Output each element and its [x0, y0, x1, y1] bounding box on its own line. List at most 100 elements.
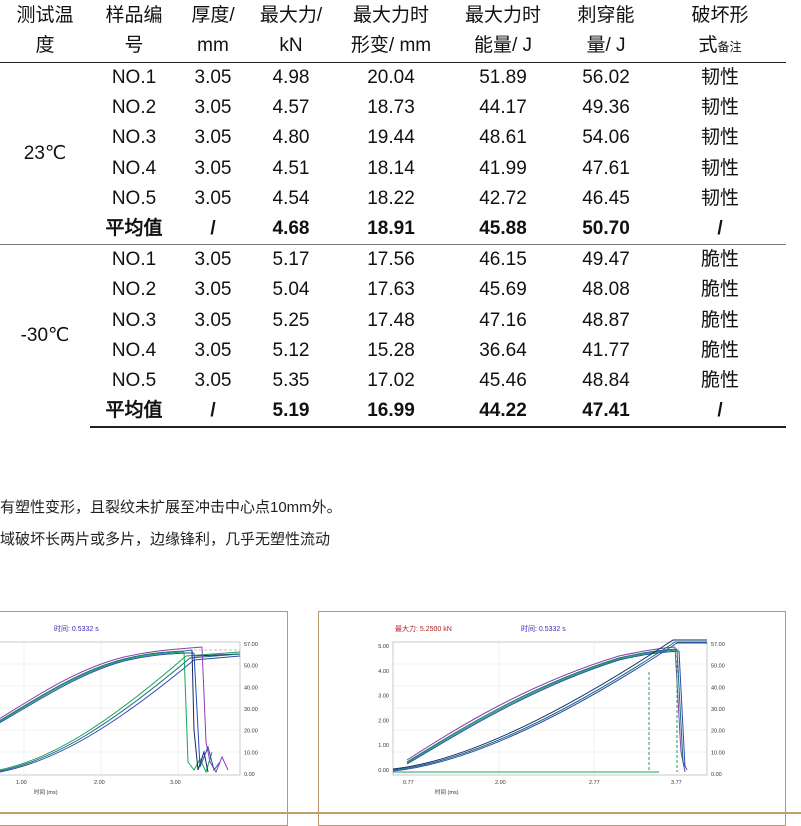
cell-failure-mode: 韧性	[700, 187, 739, 209]
cell-deformation: 17.56	[334, 244, 448, 276]
header-max-force: 最大力/kN	[248, 0, 334, 63]
cell-deformation: 17.63	[367, 279, 415, 301]
axis-tick-label: 2.77	[589, 780, 600, 786]
cell-energy-at-max: 41.99	[479, 157, 527, 179]
cell-thickness: 3.05	[194, 67, 232, 89]
notes-section: 有塑性变形，且裂纹未扩展至冲击中心点10mm外。 域破坏长两片或多片，边缘锋利，…	[0, 492, 790, 556]
cell-energy-at-max: 44.17	[479, 97, 527, 119]
impact-curve-graph-right: 最大力: 5.2500 kN 时间: 0.5332 s 5.00 4.00 3.00	[318, 611, 786, 826]
axis-tick-label: 57.00	[711, 642, 725, 648]
cell-failure-mode: 脆性	[700, 369, 739, 391]
cell-puncture-energy: 49.36	[582, 97, 630, 119]
cell-deformation: 18.73	[367, 97, 415, 119]
cell-energy-at-max: 47.16	[479, 309, 527, 331]
cell-failure-mode: 脆性	[700, 339, 739, 361]
axis-tick-label: 40.00	[711, 685, 725, 691]
cell-deformation: 18.91	[367, 218, 415, 240]
cell-max-force: 4.51	[272, 157, 310, 179]
cell-max-force: 4.80	[272, 127, 310, 149]
cell-puncture-energy: 47.41	[558, 396, 654, 429]
cell-thickness: 3.05	[194, 127, 232, 149]
cell-deformation: 15.28	[367, 339, 415, 361]
table-row: NO.5 3.05 4.54 18.22 42.72 46.45 韧性	[0, 184, 786, 214]
cell-puncture-energy: 46.45	[582, 187, 630, 209]
cell-sample-id: NO.2	[111, 97, 157, 119]
header-failure-mode: 破坏形 式备注	[654, 0, 786, 63]
axis-tick-label: 5.00	[378, 644, 389, 650]
table-row: -30℃ NO.1 3.05 5.17 17.56 46.15 49.47 脆性	[0, 244, 786, 428]
cell-deformation: 19.44	[367, 127, 415, 149]
axis-tick-label: 20.00	[711, 729, 725, 735]
cell-max-force: 5.04	[272, 279, 310, 301]
cell-puncture-energy: 48.08	[582, 279, 630, 301]
axis-tick-label: 50.00	[711, 664, 725, 670]
cell-thickness: 3.05	[178, 244, 248, 276]
graph-left-header: 时间: 0.5332 s	[54, 626, 99, 633]
cell-failure-mode: /	[717, 218, 723, 240]
cell-sample-id: 平均值	[90, 396, 178, 429]
axis-tick-label: 3.77	[671, 780, 682, 786]
cell-puncture-energy: 47.61	[582, 157, 630, 179]
cell-puncture-energy: 48.87	[582, 309, 630, 331]
cell-puncture-energy: 41.77	[582, 339, 630, 361]
table-average-row: 平均值 / 4.68 18.91 45.88 50.70 /	[0, 214, 786, 245]
graph-right-plot: 5.00 4.00 3.00 2.00 1.00 0.00 57.00 50.00 40.00…	[378, 639, 725, 796]
cell-failure-mode: /	[654, 396, 786, 429]
cell-failure-mode: 韧性	[700, 97, 739, 119]
page-bottom-rule	[0, 812, 801, 814]
header-deformation-at-max-force: 最大力时 形变/ mm	[334, 0, 448, 63]
cell-energy-at-max: 44.22	[448, 396, 558, 429]
table-row: NO.2 3.05 4.57 18.73 44.17 49.36 韧性	[0, 93, 786, 123]
cell-thickness: 3.05	[194, 339, 232, 361]
axis-tick-label: 4.00	[378, 669, 389, 675]
table-row: NO.2 3.05 5.04 17.63 45.69 48.08 脆性	[0, 275, 786, 305]
axis-tick-label: 10.00	[711, 750, 725, 756]
table-row: NO.4 3.05 5.12 15.28 36.64 41.77 脆性	[0, 336, 786, 366]
note-line-brittle: 域破坏长两片或多片，边缘锋利，几乎无塑性流动	[0, 531, 331, 548]
impact-curve-graph-left: 时间: 0.5332 s 57.00 50.00 40.00 30.00 20.00 10…	[0, 611, 288, 826]
cell-failure-mode: 脆性	[700, 279, 739, 301]
table-row: NO.4 3.05 4.51 18.14 41.99 47.61 韧性	[0, 154, 786, 184]
cell-max-force: 4.57	[272, 97, 310, 119]
header-sample-id: 样品编号	[90, 0, 178, 63]
cell-sample-id: NO.5	[111, 187, 157, 209]
header-puncture-energy: 刺穿能 量/ J	[558, 0, 654, 63]
cell-sample-id: NO.1	[111, 67, 157, 89]
test-results-table: 测试温度 样品编号 厚度/mm 最大力/kN 最大力时 形变/ mm 最大力时 能量…	[0, 0, 786, 429]
cell-sample-id: NO.1	[90, 244, 178, 276]
table-row: NO.3 3.05 5.25 17.48 47.16 48.87 脆性	[0, 306, 786, 336]
axis-tick-label: 1.00	[16, 780, 27, 786]
cell-max-force: 5.17	[248, 244, 334, 276]
header-thickness: 厚度/mm	[178, 0, 248, 63]
axis-tick-label: 30.00	[244, 707, 258, 713]
cell-energy-at-max: 36.64	[479, 339, 527, 361]
axis-tick-label: 3.00	[170, 780, 181, 786]
cell-thickness: 3.05	[194, 309, 232, 331]
cell-failure-mode: 韧性	[700, 127, 739, 149]
axis-tick-label: 1.00	[378, 743, 389, 749]
cell-deformation: 20.04	[367, 67, 415, 89]
cell-deformation: 18.14	[367, 157, 415, 179]
graph-left-plot: 57.00 50.00 40.00 30.00 20.00 10.00 0.00 1.00 2…	[0, 641, 258, 796]
cell-energy-at-max: 51.89	[479, 67, 527, 89]
cell-max-force: 4.68	[272, 218, 310, 240]
table-average-row: 平均值/5.19 16.99 44.22 47.41/	[0, 396, 786, 429]
cell-puncture-energy: 54.06	[582, 127, 630, 149]
table-row: NO.5 3.05 5.35 17.02 45.46 48.84 脆性	[0, 366, 786, 396]
cell-temperature: -30℃	[0, 244, 90, 428]
graph-right-header-time: 时间: 0.5332 s	[521, 626, 566, 633]
table-row: 23℃ NO.1 3.05 4.98 20.04 51.89 56.02 韧性	[0, 63, 786, 163]
cell-sample-id: NO.4	[111, 157, 157, 179]
cell-sample-id: NO.2	[111, 279, 157, 301]
cell-energy-at-max: 45.46	[479, 369, 527, 391]
cell-max-force: 4.98	[272, 67, 310, 89]
cell-deformation: 16.99	[334, 396, 448, 429]
cell-deformation: 17.02	[367, 369, 415, 391]
cell-energy-at-max: 45.88	[479, 218, 527, 240]
axis-tick-label: 0.00	[244, 772, 255, 778]
cell-thickness: 3.05	[194, 97, 232, 119]
axis-tick-label: 0.00	[711, 772, 722, 778]
cell-puncture-energy: 49.47	[558, 244, 654, 276]
axis-tick-label: 2.00	[94, 780, 105, 786]
cell-failure-mode: 韧性	[700, 157, 739, 179]
